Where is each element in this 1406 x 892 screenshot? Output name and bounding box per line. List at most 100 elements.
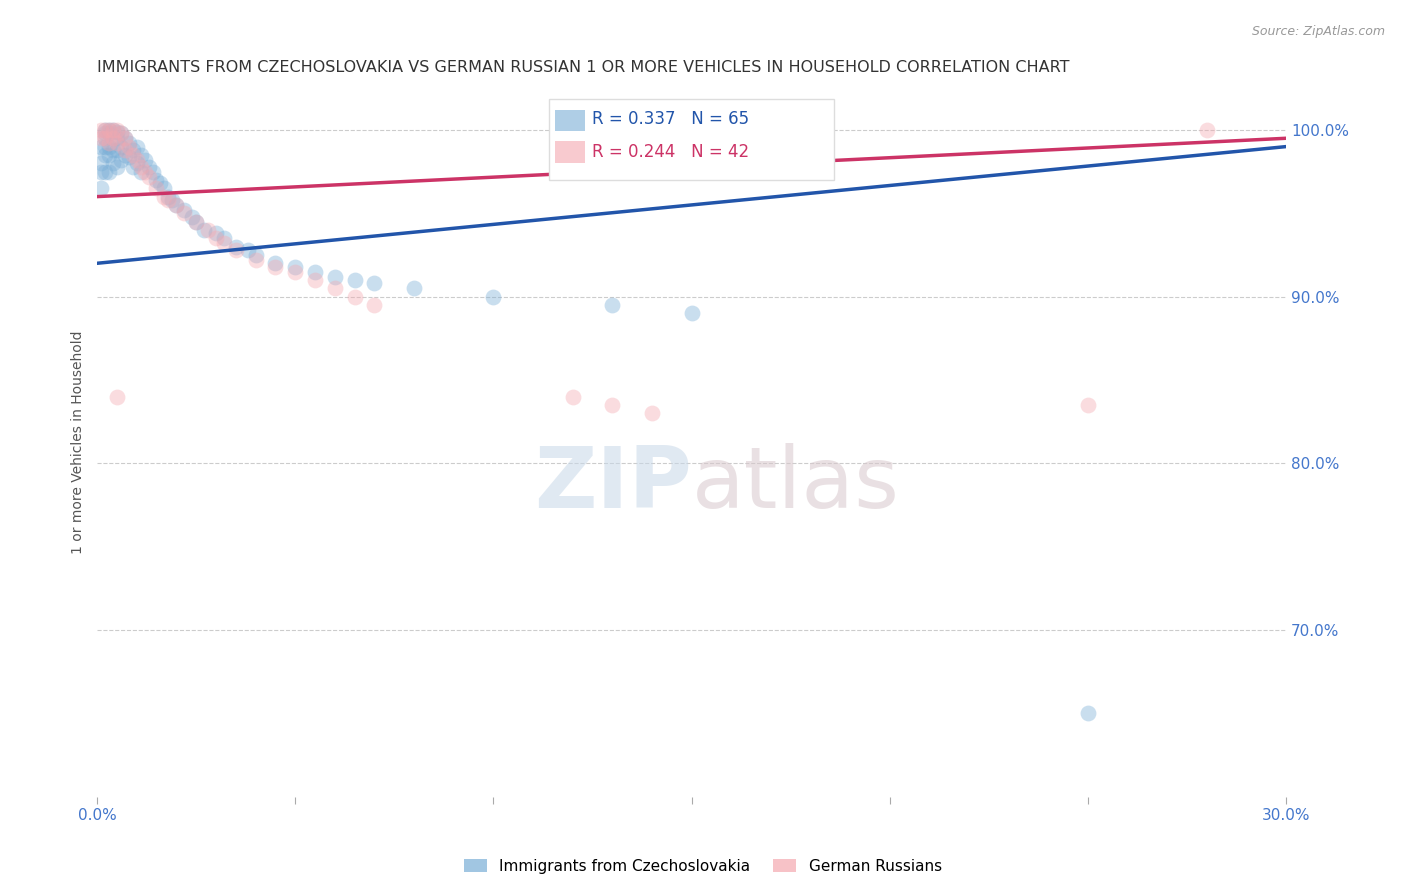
Point	[284, 260, 307, 274]
Y-axis label: 1 or more Vehicles in Household: 1 or more Vehicles in Household	[72, 331, 86, 554]
Point	[90, 123, 112, 137]
Point	[97, 139, 120, 153]
Point	[90, 131, 112, 145]
Point	[165, 198, 187, 212]
Point	[129, 164, 152, 178]
Point	[129, 160, 152, 174]
FancyBboxPatch shape	[555, 142, 585, 162]
Point	[181, 210, 204, 224]
Text: atlas: atlas	[692, 443, 900, 526]
Point	[363, 298, 385, 312]
Point	[149, 176, 172, 190]
Point	[284, 265, 307, 279]
Point	[101, 131, 124, 145]
Point	[245, 248, 267, 262]
Point	[264, 256, 287, 270]
Point	[97, 123, 120, 137]
Point	[600, 298, 623, 312]
Legend: Immigrants from Czechoslovakia, German Russians: Immigrants from Czechoslovakia, German R…	[458, 853, 948, 880]
Point	[114, 143, 136, 157]
Point	[304, 265, 326, 279]
Point	[363, 277, 385, 291]
Point	[97, 126, 120, 140]
Point	[1077, 398, 1099, 412]
Point	[157, 189, 180, 203]
Point	[105, 390, 128, 404]
Point	[1077, 706, 1099, 721]
Point	[110, 153, 132, 167]
Point	[641, 406, 664, 420]
Point	[138, 160, 160, 174]
Point	[90, 181, 112, 195]
Point	[110, 139, 132, 153]
Text: Source: ZipAtlas.com: Source: ZipAtlas.com	[1251, 25, 1385, 38]
Point	[118, 150, 141, 164]
Point	[173, 202, 195, 217]
Point	[193, 223, 215, 237]
Point	[343, 290, 366, 304]
Point	[97, 164, 120, 178]
Point	[134, 164, 156, 178]
Point	[94, 131, 117, 145]
Point	[90, 164, 112, 178]
Point	[245, 252, 267, 267]
Point	[125, 156, 148, 170]
Point	[118, 139, 141, 153]
Point	[264, 260, 287, 274]
Point	[134, 153, 156, 167]
Point	[404, 281, 426, 295]
Point	[600, 398, 623, 412]
Point	[681, 306, 703, 320]
Point	[145, 173, 167, 187]
Text: IMMIGRANTS FROM CZECHOSLOVAKIA VS GERMAN RUSSIAN 1 OR MORE VEHICLES IN HOUSEHOLD: IMMIGRANTS FROM CZECHOSLOVAKIA VS GERMAN…	[97, 60, 1070, 75]
Point	[561, 390, 583, 404]
Point	[482, 290, 505, 304]
Point	[105, 125, 128, 139]
Point	[236, 243, 259, 257]
Point	[110, 126, 132, 140]
Point	[205, 227, 228, 241]
Point	[94, 131, 117, 145]
Point	[121, 148, 143, 162]
Point	[121, 143, 143, 157]
Point	[225, 243, 247, 257]
Point	[1195, 123, 1218, 137]
Point	[101, 131, 124, 145]
Point	[105, 143, 128, 157]
Point	[110, 126, 132, 140]
Point	[90, 156, 112, 170]
Point	[141, 164, 163, 178]
FancyBboxPatch shape	[555, 110, 585, 131]
Point	[97, 148, 120, 162]
Point	[304, 273, 326, 287]
Point	[105, 131, 128, 145]
Point	[114, 131, 136, 145]
Point	[225, 239, 247, 253]
Point	[173, 206, 195, 220]
Point	[125, 153, 148, 167]
Text: R = 0.337   N = 65: R = 0.337 N = 65	[592, 110, 749, 128]
Point	[105, 160, 128, 174]
Point	[101, 123, 124, 137]
Point	[101, 156, 124, 170]
Point	[184, 214, 207, 228]
Point	[97, 136, 120, 151]
Point	[129, 148, 152, 162]
Point	[105, 136, 128, 151]
Point	[125, 139, 148, 153]
Point	[94, 123, 117, 137]
Text: R = 0.244   N = 42: R = 0.244 N = 42	[592, 143, 749, 161]
Point	[114, 148, 136, 162]
Point	[118, 136, 141, 151]
Point	[105, 123, 128, 137]
Point	[323, 269, 346, 284]
Point	[212, 231, 235, 245]
Point	[97, 123, 120, 137]
Point	[94, 126, 117, 140]
Point	[184, 214, 207, 228]
Point	[114, 131, 136, 145]
Point	[323, 281, 346, 295]
Point	[157, 193, 180, 207]
Point	[205, 231, 228, 245]
Point	[101, 143, 124, 157]
